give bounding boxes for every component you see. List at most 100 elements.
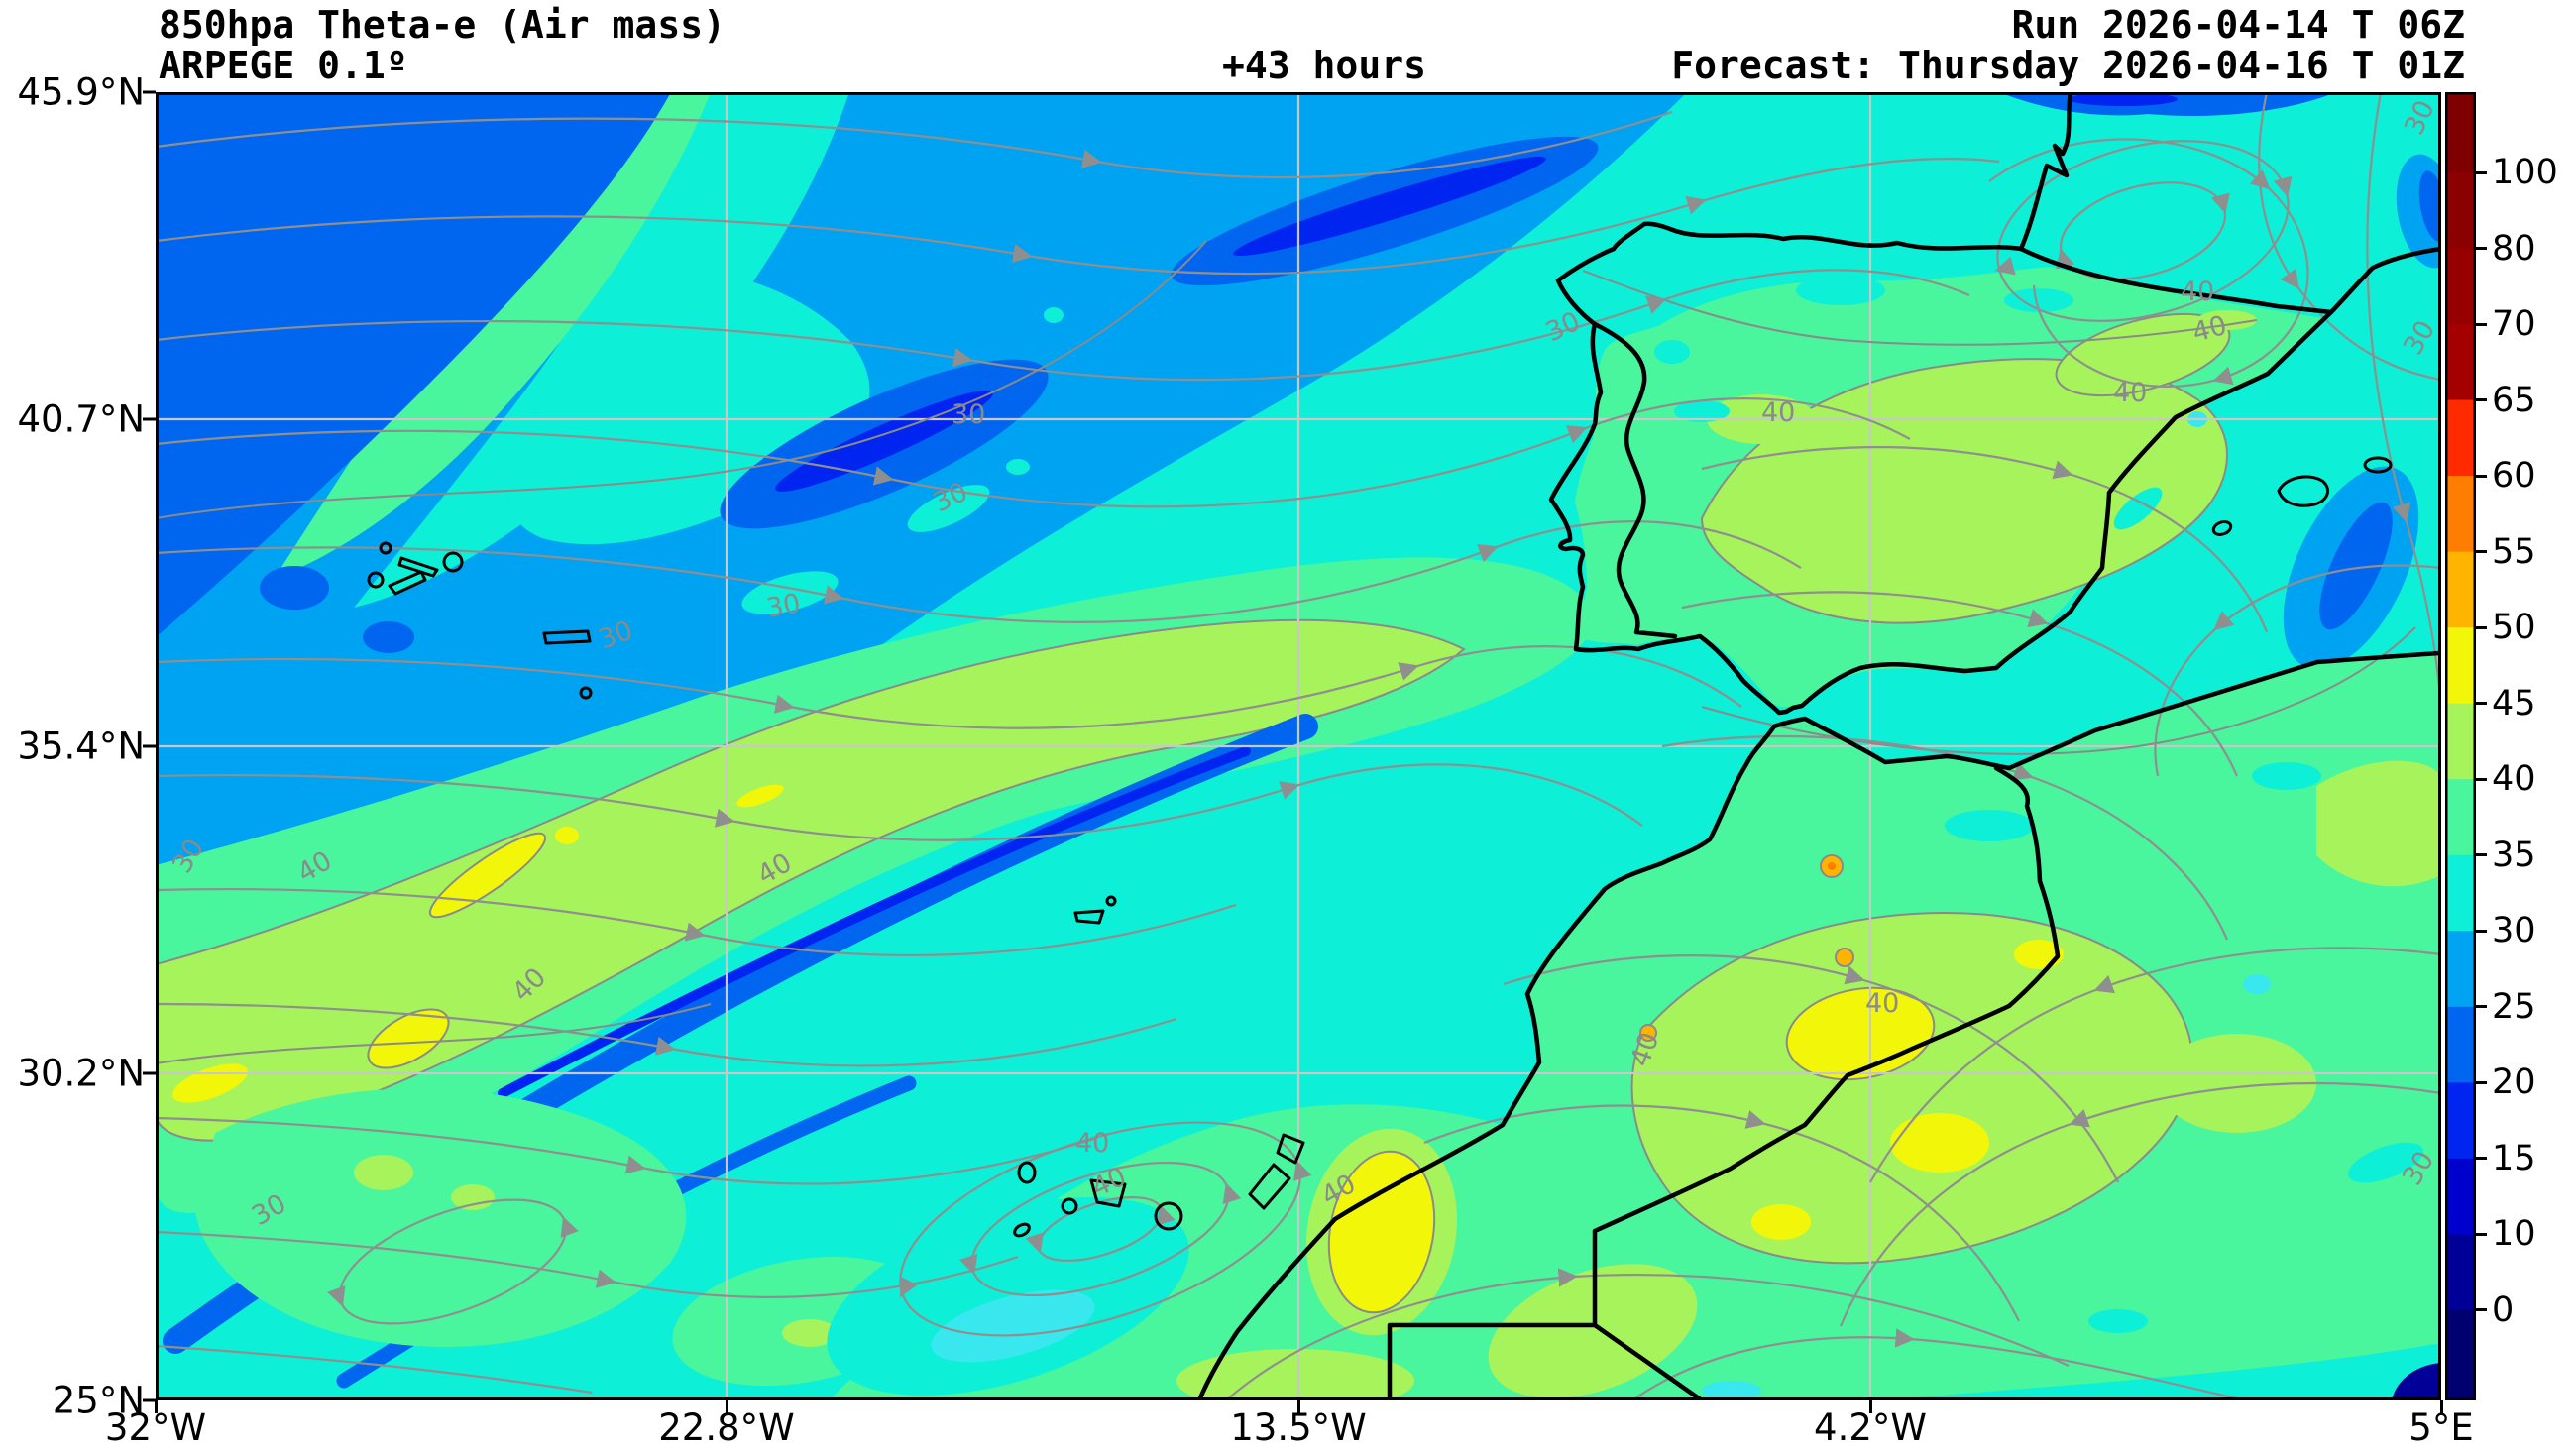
region-green-southeast <box>830 653 2441 1400</box>
cyan-hole <box>613 497 664 536</box>
cyan-pocket <box>1412 1047 1476 1090</box>
colorbar-tick <box>2476 170 2487 174</box>
porto-santo-island <box>1105 895 1117 907</box>
la-gomera-island <box>1061 1197 1078 1215</box>
colorbar-tick <box>2476 777 2487 781</box>
colorbar-tick-label: 10 <box>2492 1214 2536 1255</box>
colorbar-tick-label: 100 <box>2492 153 2558 192</box>
iberia-cyan-pocket <box>2113 487 2163 530</box>
iberia-cyan-pocket <box>1796 276 1885 305</box>
orange-spot-core <box>1828 862 1836 870</box>
yellowgreen-spot <box>354 1155 413 1190</box>
sao-jorge-island <box>397 556 439 578</box>
yellowgreen-patch <box>2158 1034 2316 1133</box>
y-axis-tick <box>143 1071 156 1075</box>
cyan-hole <box>1044 307 1064 323</box>
contour-label: 30 <box>764 588 803 623</box>
y-axis-tick-label: 45.9°N <box>17 70 145 114</box>
model-label: ARPEGE 0.1º <box>159 44 408 87</box>
balearic-blue-core <box>2319 502 2393 630</box>
y-axis-tick-label: 25°N <box>52 1379 145 1422</box>
coast-france-iberia <box>1548 92 2441 716</box>
wind-streamlines <box>156 92 2441 1400</box>
cyan2-spot <box>1702 1381 1761 1400</box>
gran-canaria-island <box>1154 1201 1183 1231</box>
tenerife-island <box>1089 1178 1127 1208</box>
colorbar-tick-label: 35 <box>2492 835 2536 875</box>
canaries-gyre <box>899 1121 1325 1337</box>
orange-spot <box>1639 1024 1657 1042</box>
colorbar-tick <box>2476 1308 2487 1312</box>
colorbar-tick <box>2476 322 2487 326</box>
canaries-cyan2 <box>931 1289 1095 1363</box>
x-axis-tick <box>1868 1400 1872 1413</box>
y-axis-tick <box>143 90 156 94</box>
border-morocco-algeria <box>1387 765 2061 1400</box>
pico-island <box>388 570 427 596</box>
contour-label: 40 <box>1075 1128 1109 1159</box>
colorbar-segment <box>2445 172 2476 250</box>
colorbar-tick-label: 0 <box>2492 1289 2515 1330</box>
contour-label: 30 <box>952 399 985 430</box>
southwest-gyre <box>338 1198 582 1325</box>
colorbar-segment <box>2445 627 2476 705</box>
colorbar-tick-label: 30 <box>2492 911 2536 951</box>
colorbar-segment <box>2445 1082 2476 1160</box>
graciosa-island <box>379 541 392 555</box>
yellowgreen-patch <box>1488 1264 1698 1398</box>
forecast-hour-label: +43 hours <box>1222 44 1426 87</box>
colorbar-segment <box>2445 1158 2476 1236</box>
x-axis-tick-label: 22.8°W <box>658 1406 795 1449</box>
run-timestamp: Run 2026-04-14 T 06Z <box>2011 3 2465 47</box>
iberia-yellowgreen <box>1700 358 2228 624</box>
cyan2-pocket <box>2243 974 2271 994</box>
colorbar-tick <box>2476 625 2487 629</box>
cyan-hole <box>907 485 990 532</box>
terceira-island <box>442 551 464 573</box>
colorbar-segment <box>2445 854 2476 933</box>
x-axis-tick <box>154 1400 158 1413</box>
coastlines <box>1196 92 2441 1400</box>
santa-maria-island <box>579 686 593 700</box>
colorbar-segment <box>2445 931 2476 1008</box>
colorbar-tick <box>2476 1157 2487 1161</box>
x-axis-tick-label: 32°W <box>104 1406 207 1449</box>
border-pyrenees <box>2018 246 2334 315</box>
y-axis-tick <box>143 1398 156 1402</box>
colorbar-tick-label: 55 <box>2492 531 2536 572</box>
colorbar-tick <box>2476 1005 2487 1009</box>
colorbar-tick-label: 25 <box>2492 986 2536 1027</box>
x-axis-tick <box>725 1400 728 1413</box>
colorbar-segment <box>2445 1006 2476 1084</box>
y-axis-tick <box>143 744 156 748</box>
contour-label: 40 <box>1865 988 1899 1019</box>
colorbar-segment <box>2445 399 2476 478</box>
colorbar-tick <box>2476 247 2487 251</box>
colorbar-tick-label: 65 <box>2492 380 2536 420</box>
blue-blob <box>363 621 414 653</box>
orange-spot <box>1835 948 1854 967</box>
colorbar-tick <box>2476 474 2487 478</box>
la-palma-island <box>1017 1161 1037 1184</box>
islands <box>367 456 2393 1238</box>
x-axis-tick-label: 13.5°W <box>1230 1406 1367 1449</box>
colorbar-tick-label: 15 <box>2492 1138 2536 1178</box>
yellow-core <box>555 827 579 844</box>
colorbar-tick-label: 70 <box>2492 304 2536 345</box>
border-sahara <box>1592 1322 1705 1400</box>
x-axis-tick <box>2439 1400 2443 1413</box>
yellow-patch <box>1751 1204 1811 1240</box>
map-plot-area: 40 40 40 40 40 40 40 40 40 40 40 40 30 30 30 30 30 30 30 30… <box>156 92 2441 1400</box>
navy-corner-patch <box>2392 1363 2441 1400</box>
colorbar-border <box>2445 92 2476 1400</box>
colorbar-tick-label: 50 <box>2492 608 2536 648</box>
iberia-cyan-pocket <box>1850 692 1930 722</box>
cyan-pocket <box>2088 1309 2148 1333</box>
colorbar-tick <box>2476 550 2487 554</box>
coast-africa <box>1196 650 2441 1400</box>
colorbar <box>2445 92 2476 1401</box>
lanzarote-island <box>1276 1133 1305 1165</box>
cyan-pocket <box>2348 1142 2423 1183</box>
yellow-core <box>428 832 547 919</box>
